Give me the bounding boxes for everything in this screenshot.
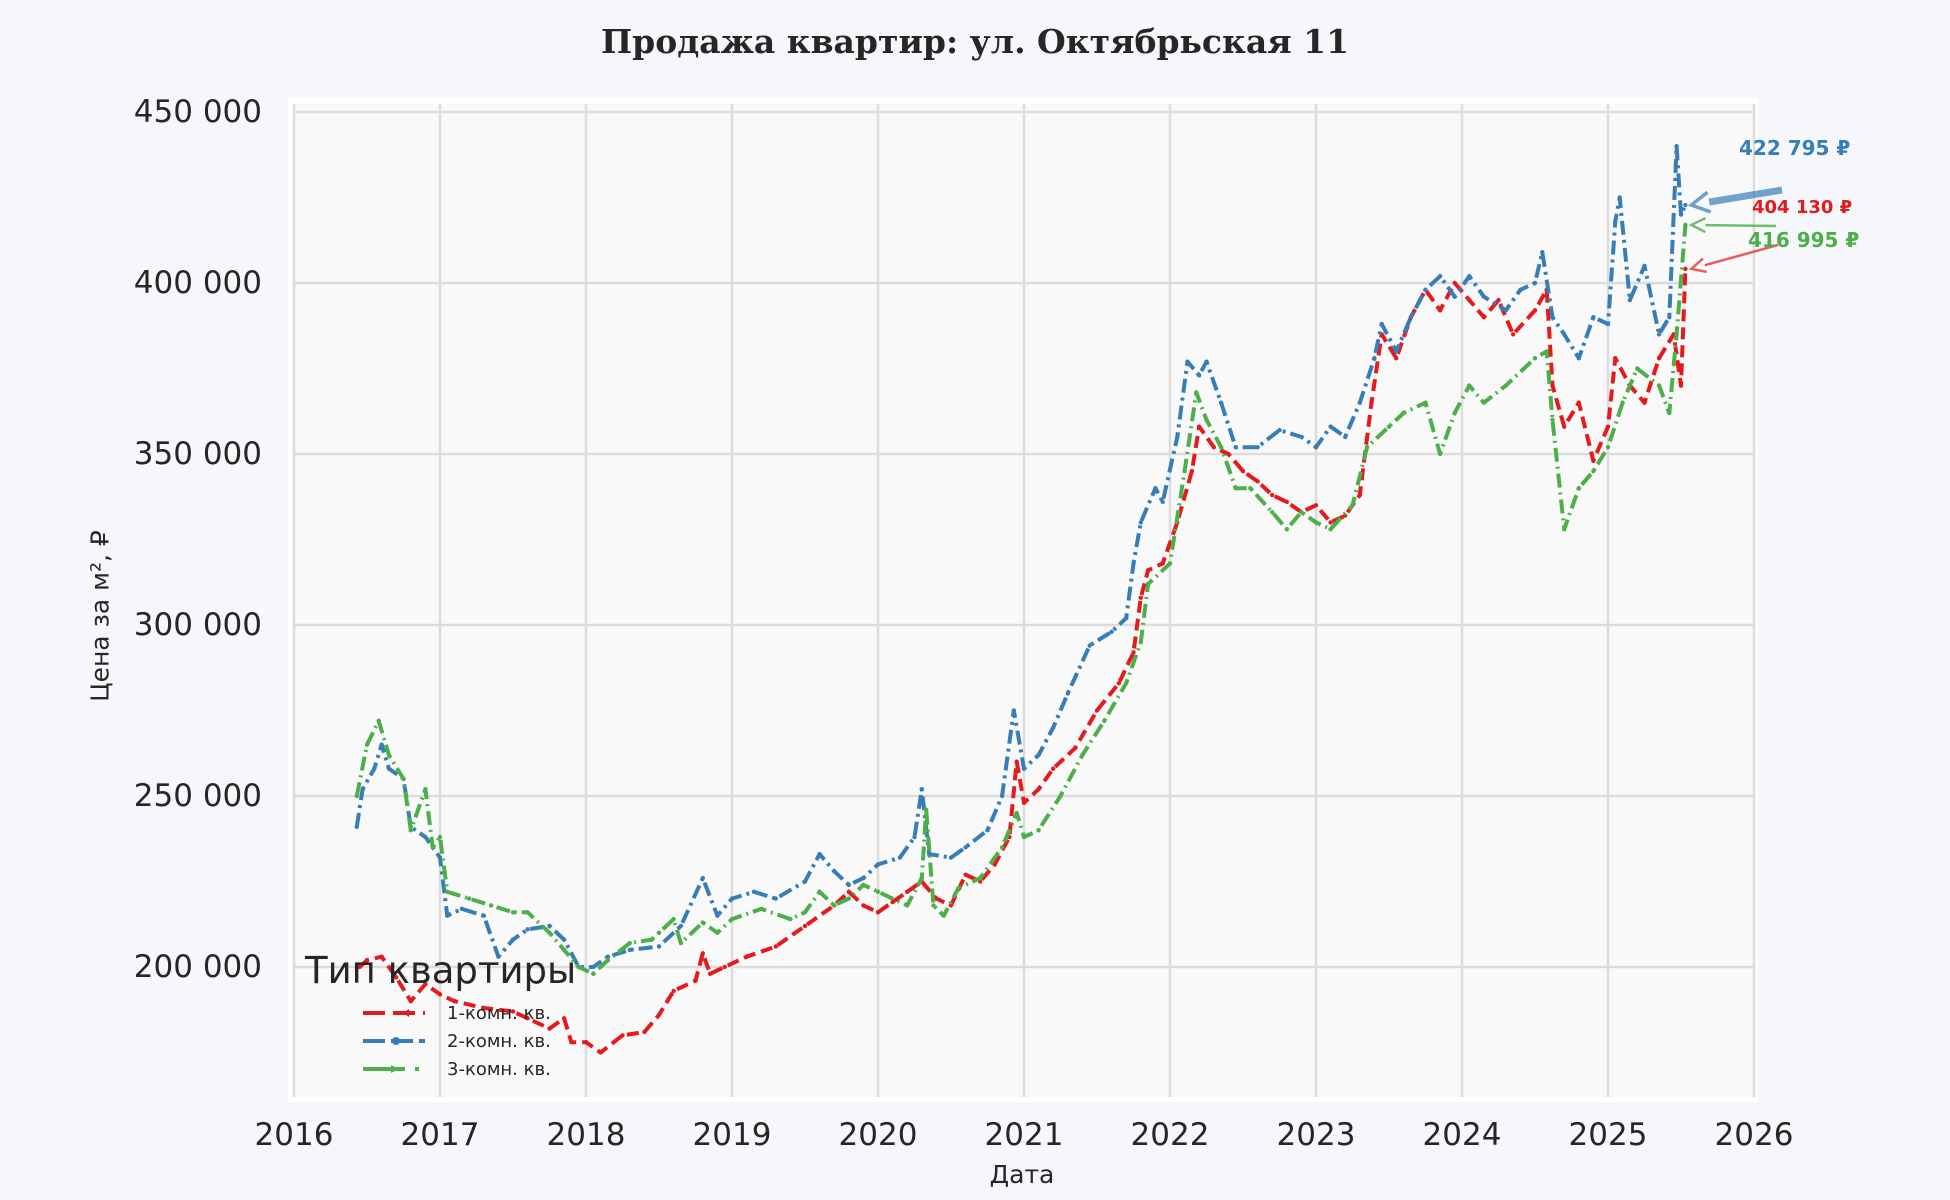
arrowhead-icon (1687, 190, 1712, 214)
legend-label: 1-комн. кв. (447, 1002, 551, 1024)
annotation-arrow (1704, 243, 1779, 267)
x-tick-label: 2023 (1276, 1117, 1356, 1153)
annotation-arrow (1705, 223, 1777, 228)
annotation-3-room-last-price: 416 995 ₽ (1748, 228, 1860, 252)
x-tick-label: 2024 (1422, 1117, 1502, 1153)
x-axis-label: Дата (989, 1160, 1055, 1189)
chart-title: Продажа квартир: ул. Октябрьская 11 (600, 22, 1350, 61)
gridlines (292, 104, 1756, 1097)
y-axis-label: Цена за м², ₽ (85, 530, 115, 702)
x-tick-label: 2022 (1130, 1117, 1210, 1153)
legend-item-3-room: 3-комн. кв. (363, 1057, 551, 1081)
legend: Тип квартиры 1-комн. кв. 2-комн. кв. 3-к… (305, 949, 577, 1080)
series-line-2-room (354, 144, 1688, 969)
y-tick-label: 450 000 (133, 94, 262, 130)
x-tick-label: 2016 (254, 1117, 334, 1153)
y-tick-label: 250 000 (133, 778, 262, 814)
arrowhead-icon (1688, 216, 1707, 234)
y-tick-label: 350 000 (133, 436, 262, 472)
x-tick-label: 2017 (400, 1117, 480, 1153)
x-tick-label: 2021 (984, 1117, 1064, 1153)
annotation-arrows (1687, 186, 1783, 274)
legend-item-2-room: 2-комн. кв. (363, 1029, 551, 1053)
x-tick-label: 2019 (692, 1117, 772, 1153)
y-tick-label: 200 000 (133, 949, 262, 985)
legend-swatch-red-line-icon (363, 1009, 425, 1017)
y-tick-label: 400 000 (133, 265, 262, 301)
y-tick-label: 300 000 (133, 607, 262, 643)
legend-swatch-green-line-icon (363, 1065, 419, 1073)
annotation-arrow (1708, 186, 1783, 206)
series-lines (354, 144, 1688, 1055)
legend-swatch-blue-line-icon (363, 1037, 425, 1045)
x-tick-label: 2026 (1714, 1117, 1794, 1153)
x-tick-label: 2020 (838, 1117, 918, 1153)
series-line-3-room (354, 224, 1688, 976)
arrowhead-icon (1688, 257, 1707, 274)
legend-label: 3-комн. кв. (447, 1058, 551, 1080)
legend-title: Тип квартиры (305, 949, 577, 992)
annotation-2-room-last-price: 422 795 ₽ (1739, 136, 1851, 160)
x-tick-label: 2018 (546, 1117, 626, 1153)
annotation-1-room-last-price: 404 130 ₽ (1752, 197, 1853, 218)
legend-item-1-room: 1-комн. кв. (363, 1001, 551, 1025)
legend-label: 2-комн. кв. (447, 1030, 551, 1052)
x-tick-label: 2025 (1568, 1117, 1648, 1153)
